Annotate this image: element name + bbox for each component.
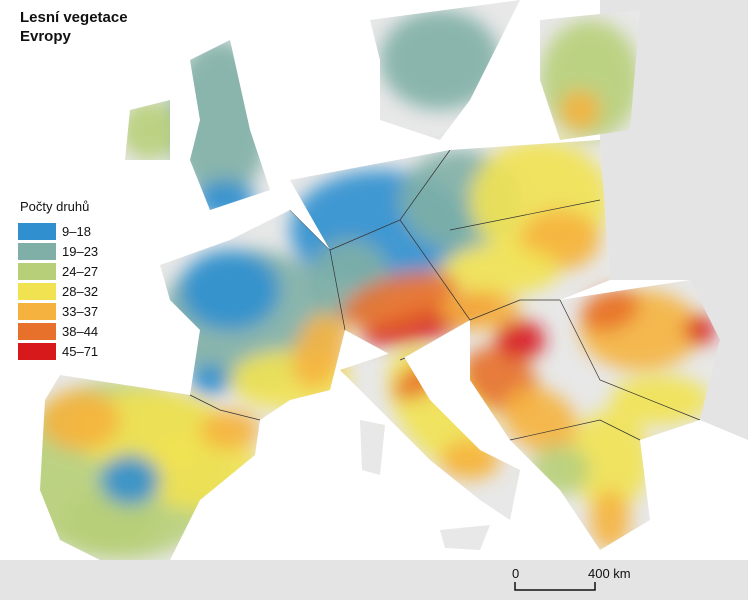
country-border [559,299,701,421]
scale-line [514,582,596,591]
vegetation-area [292,311,348,389]
vegetation-area [195,180,255,220]
title-line: Evropy [20,28,72,45]
vegetation-area [440,440,500,480]
vegetation-area [380,10,500,110]
vegetation-area [610,375,710,425]
legend-swatch [18,323,56,340]
legend-swatch [18,263,56,280]
legend-label: 19–23 [62,244,98,259]
legend-label: 28–32 [62,284,98,299]
country-border [509,419,641,441]
scale-label: 400 km [588,566,631,581]
vegetation-area [170,40,270,200]
vegetation-area [440,290,520,330]
country-border [449,199,601,231]
country-border [469,299,560,321]
legend-swatch [18,283,56,300]
vegetation-area [200,410,260,450]
vegetation-area [440,245,560,295]
vegetation-area [40,390,120,450]
vegetation-area [502,387,578,453]
scale-label: 0 [512,566,519,581]
legend-label: 33–37 [62,304,98,319]
vegetation-area [190,365,230,395]
vegetation-blobs [40,10,715,560]
legend-title: Počty druhů [20,199,89,214]
vegetation-area [560,90,600,130]
title-line: Lesní vegetace [20,9,128,26]
vegetation-area [100,455,160,505]
legend-swatch [18,223,56,240]
country-border [399,219,471,321]
vegetation-area [341,271,459,329]
legend-label: 45–71 [62,344,98,359]
legend-label: 38–44 [62,324,98,339]
scale-bar: 0 400 km [512,566,631,591]
vegetation-area [530,445,590,495]
vegetation-area [180,250,280,330]
legend-label: 9–18 [62,224,91,239]
legend: Počty druhů 9–18 19–23 24–27 28–32 33–37 38–4… [18,199,98,360]
legend-swatch [18,343,56,360]
title: Lesní vegetace Evropy [20,9,128,45]
vegetation-area [590,490,630,550]
country-border [189,394,261,421]
vegetation-area [580,288,640,332]
legend-swatch [18,243,56,260]
vegetation-area [60,490,160,550]
vegetation-area [495,320,545,360]
vegetation-area [685,315,715,345]
legend-swatch [18,303,56,320]
vegetation-area [120,100,180,160]
legend-label: 24–27 [62,264,98,279]
